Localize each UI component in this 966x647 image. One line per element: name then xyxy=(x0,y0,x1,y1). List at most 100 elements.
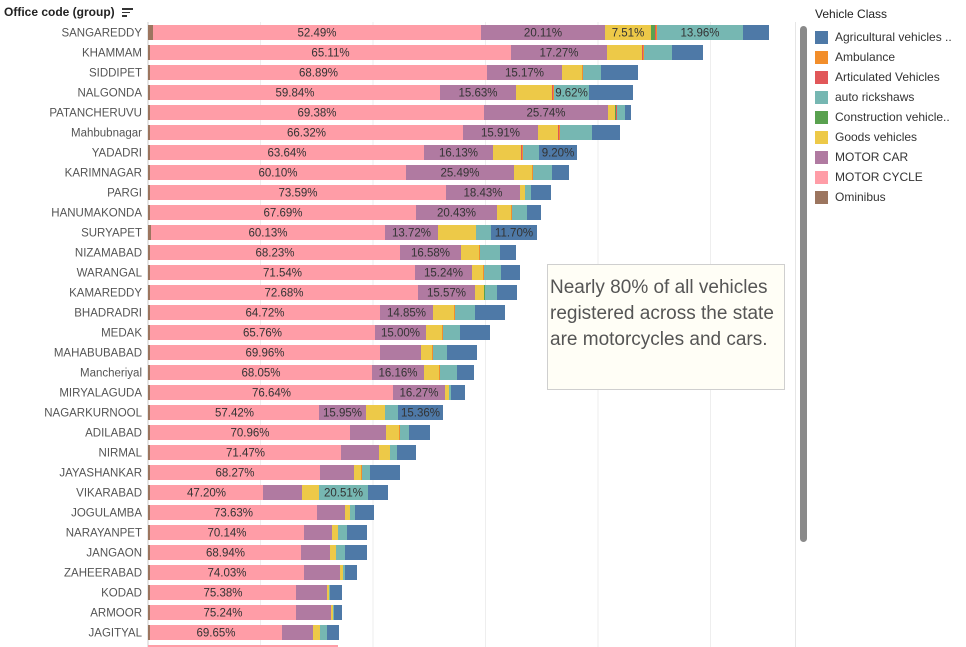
sort-descending-icon[interactable] xyxy=(122,8,134,17)
row-label: WARANGAL xyxy=(77,268,143,280)
legend-item-motor-cycle[interactable]: MOTOR CYCLE xyxy=(815,167,966,187)
bar-segment xyxy=(296,585,327,600)
data-label: 11.70% xyxy=(495,228,533,240)
bar-segment xyxy=(449,385,451,400)
bar-segment xyxy=(398,405,443,420)
bar-segment xyxy=(487,65,562,80)
bar-segment xyxy=(354,465,361,480)
bar-segment xyxy=(416,205,497,220)
bar-segment xyxy=(319,405,366,420)
bar-segment xyxy=(345,565,357,580)
legend-item-motor-car[interactable]: MOTOR CAR xyxy=(815,147,966,167)
bar-segment xyxy=(642,45,643,60)
data-label: 72.68% xyxy=(264,288,303,300)
bar-segment xyxy=(451,385,465,400)
data-label: 68.05% xyxy=(241,368,280,380)
data-label: 75.24% xyxy=(203,608,242,620)
bar-segment xyxy=(607,45,642,60)
bar-segment xyxy=(397,445,416,460)
bar-segment xyxy=(539,145,577,160)
bar-segment xyxy=(343,565,345,580)
legend-item-ominibus[interactable]: Ominibus xyxy=(815,187,966,207)
bar-segment xyxy=(484,285,485,300)
bar-segment xyxy=(338,525,347,540)
bar-segment xyxy=(625,105,631,120)
bar-segment xyxy=(150,505,317,520)
bar-segment xyxy=(319,485,368,500)
bar-segment xyxy=(347,525,367,540)
legend-item-agricultural[interactable]: Agricultural vehicles .. xyxy=(815,27,966,47)
data-label: 69.65% xyxy=(196,628,235,640)
bar-segment xyxy=(350,505,355,520)
row-label: PATANCHERUVU xyxy=(49,108,142,120)
bar-segment xyxy=(533,165,552,180)
data-label: 64.72% xyxy=(245,308,284,320)
bar-segment xyxy=(148,405,150,420)
bar-segment xyxy=(511,45,607,60)
bar-segment xyxy=(148,105,150,120)
bar-segment xyxy=(375,325,426,340)
bar-segment xyxy=(455,305,475,320)
bar-segment xyxy=(150,585,296,600)
row-label: HANUMAKONDA xyxy=(51,208,142,220)
bar-segment xyxy=(148,85,150,100)
bar-segment xyxy=(148,545,150,560)
data-label: 68.27% xyxy=(215,468,254,480)
bar-segment xyxy=(617,105,625,120)
bar-segment xyxy=(514,165,532,180)
data-label: 16.13% xyxy=(439,148,478,160)
bar-segment xyxy=(390,445,397,460)
bar-segment xyxy=(345,545,367,560)
bar-segment xyxy=(415,265,472,280)
legend-swatch xyxy=(815,90,828,104)
bar-segment xyxy=(327,625,339,640)
bar-segment xyxy=(400,425,409,440)
bar-segment xyxy=(460,325,490,340)
bar-segment xyxy=(393,385,445,400)
bar-segment xyxy=(385,405,398,420)
bar-segment xyxy=(446,185,520,200)
legend-item-auto-rickshaws[interactable]: auto rickshaws xyxy=(815,87,966,107)
bar-segment xyxy=(380,305,433,320)
scrollbar-thumb[interactable] xyxy=(800,26,807,542)
data-label: 15.57% xyxy=(427,288,466,300)
bar-segment xyxy=(463,125,538,140)
data-label: 15.63% xyxy=(458,88,497,100)
bar-segment xyxy=(148,65,150,80)
bar-segment xyxy=(485,285,497,300)
bar-segment xyxy=(440,85,516,100)
row-label: YADADRI xyxy=(92,148,142,160)
row-label: KARIMNAGAR xyxy=(65,168,142,180)
legend-item-ambulance[interactable]: Ambulance xyxy=(815,47,966,67)
row-label: Mahbubnagar xyxy=(71,128,142,140)
data-label: 16.27% xyxy=(399,388,438,400)
bar-segment xyxy=(148,185,150,200)
legend-item-articulated[interactable]: Articulated Vehicles xyxy=(815,67,966,87)
bar-segment xyxy=(150,285,418,300)
bar-segment xyxy=(150,325,375,340)
legend-item-construction[interactable]: Construction vehicle.. xyxy=(815,107,966,127)
bar-segment xyxy=(150,385,393,400)
bar-segment xyxy=(150,205,416,220)
data-label: 16.16% xyxy=(378,368,417,380)
bar-segment xyxy=(333,605,334,620)
bar-segment xyxy=(150,145,424,160)
bar-segment xyxy=(501,265,520,280)
bar-segment xyxy=(582,65,583,80)
bar-segment xyxy=(304,525,332,540)
bar-segment xyxy=(304,565,340,580)
legend-item-goods[interactable]: Goods vehicles xyxy=(815,127,966,147)
bar-segment xyxy=(475,305,505,320)
bar-segment xyxy=(538,125,558,140)
data-label: 70.14% xyxy=(207,528,246,540)
bar-segment xyxy=(406,165,514,180)
data-label: 20.43% xyxy=(437,208,476,220)
legend-swatch xyxy=(815,70,828,84)
bar-segment xyxy=(330,585,342,600)
bar-segment xyxy=(334,605,342,620)
bar-segment xyxy=(484,105,608,120)
bar-segment xyxy=(150,365,372,380)
axis-header-title: Office code (group) xyxy=(4,5,115,19)
bar-segment xyxy=(480,245,500,260)
bar-segment xyxy=(150,165,406,180)
